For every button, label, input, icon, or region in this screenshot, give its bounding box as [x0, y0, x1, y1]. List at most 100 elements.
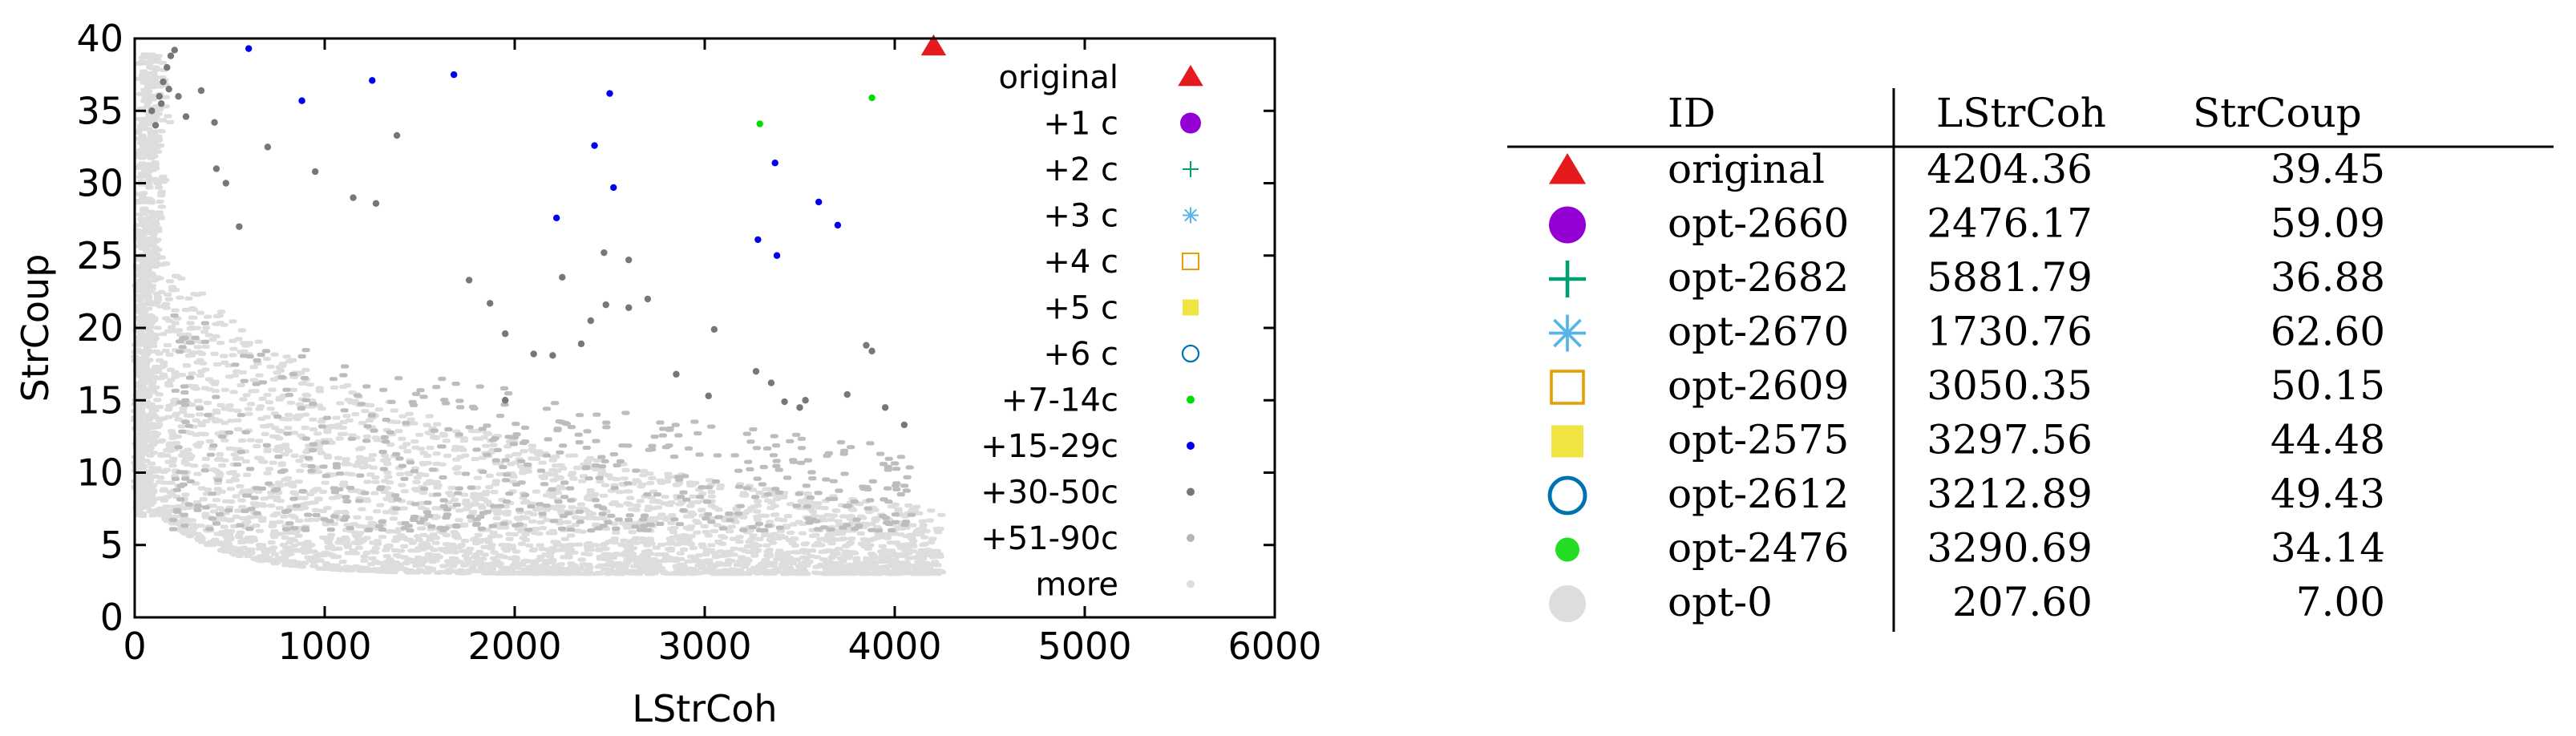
legend-label: +3 c [1043, 198, 1118, 235]
row-strcoup: 49.43 [2271, 471, 2385, 517]
y-tick-label: 35 [76, 89, 123, 132]
data-point [868, 94, 876, 102]
data-point [756, 120, 763, 127]
row-lstrcoh: 4204.36 [1927, 146, 2093, 192]
row-id: original [1668, 146, 1825, 192]
data-point [486, 300, 494, 307]
row-strcoup: 62.60 [2271, 309, 2385, 355]
legend-marker-+15-29c [1187, 442, 1195, 450]
row-lstrcoh: 1730.76 [1927, 309, 2093, 355]
data-point [868, 347, 876, 355]
data-point [602, 301, 609, 309]
data-point [705, 392, 712, 400]
data-point [577, 340, 585, 348]
data-point [152, 122, 160, 129]
row-lstrcoh: 5881.79 [1927, 254, 2093, 301]
data-point [182, 113, 190, 120]
table-row: opt-2660 2476.17 59.09 [1549, 200, 2385, 247]
data-point-original [920, 34, 947, 56]
data-point [530, 350, 537, 358]
legend: original +1 c +2 c +3 c +4 c +5 c +6 c +7-14c +1… [981, 59, 1203, 604]
legend-label: +15-29c [981, 428, 1118, 465]
data-point [587, 317, 594, 325]
table-row: opt-2670 1730.76 62.60 [1549, 309, 2385, 355]
legend-marker-+51-90c [1187, 534, 1195, 542]
legend-marker-original [1178, 65, 1203, 87]
data-point [350, 194, 357, 201]
data-point [501, 397, 509, 404]
row-marker-opt-2660 [1549, 206, 1586, 244]
row-id: opt-2575 [1668, 417, 1849, 463]
legend-label: +30-50c [981, 475, 1118, 512]
results-table: ID LStrCoh StrCoup original 4204.36 39.45 opt-… [1507, 88, 2554, 632]
data-point [465, 277, 473, 284]
legend-marker-+6 c [1181, 344, 1200, 363]
data-point [236, 223, 243, 230]
legend-label: original [998, 59, 1118, 96]
row-id: opt-2476 [1668, 525, 1849, 572]
data-point [197, 87, 205, 95]
data-point [450, 71, 458, 79]
y-tick-label: 30 [76, 162, 123, 205]
data-point [625, 256, 633, 264]
table-header-strcoup: StrCoup [2193, 90, 2362, 136]
row-strcoup: 50.15 [2271, 362, 2385, 409]
y-tick-label: 10 [76, 451, 123, 495]
data-point [369, 77, 376, 84]
x-tick-label: 3000 [657, 625, 751, 668]
row-strcoup: 39.45 [2271, 146, 2385, 192]
row-id: opt-0 [1668, 579, 1773, 625]
legend-marker-+3 c [1183, 207, 1199, 224]
y-axis-label: StrCoup [14, 254, 57, 402]
data-point [311, 168, 319, 176]
row-marker-opt-2476 [1555, 537, 1579, 562]
background-point-cloud [130, 52, 947, 576]
table-row: opt-2682 5881.79 36.88 [1549, 254, 2385, 301]
data-point [625, 304, 633, 311]
row-lstrcoh: 3212.89 [1927, 471, 2093, 517]
row-id: opt-2612 [1668, 471, 1849, 517]
data-point [372, 200, 380, 207]
x-tick-label: 4000 [847, 625, 941, 668]
data-point [175, 93, 182, 100]
x-tick-label: 1000 [277, 625, 371, 668]
data-point [752, 367, 760, 375]
data-point [771, 160, 778, 167]
y-tick-label: 40 [76, 17, 123, 60]
row-strcoup: 34.14 [2271, 525, 2385, 572]
row-id: opt-2670 [1668, 309, 1849, 355]
data-point [802, 397, 809, 404]
table-header-lstrcoh: LStrCoh [1936, 90, 2106, 136]
data-point [834, 221, 842, 229]
table-header-id: ID [1668, 90, 1716, 136]
row-marker-opt-2609 [1550, 370, 1585, 405]
legend-label: more [1035, 567, 1118, 604]
data-point [863, 342, 870, 349]
data-point [501, 330, 509, 338]
data-point [843, 390, 851, 398]
legend-marker-+2 c [1183, 161, 1199, 177]
data-point [644, 295, 652, 303]
legend-label: +6 c [1043, 336, 1118, 373]
point-cloud-more [130, 52, 947, 576]
row-lstrcoh: 3050.35 [1927, 362, 2093, 409]
legend-label: +51-90c [981, 520, 1118, 557]
data-point [393, 131, 401, 140]
data-point [212, 165, 220, 172]
legend-marker-+1 c [1180, 112, 1201, 134]
legend-label: +5 c [1043, 290, 1118, 327]
row-id: opt-2609 [1668, 362, 1849, 409]
row-strcoup: 44.48 [2271, 417, 2385, 463]
data-point [156, 93, 164, 100]
row-id: opt-2682 [1668, 254, 1849, 301]
y-tick-label: 0 [100, 596, 123, 639]
legend-label: +1 c [1043, 106, 1118, 143]
data-points [148, 34, 947, 429]
data-point [710, 326, 718, 334]
table-row: opt-0 207.60 7.00 [1549, 579, 2385, 625]
y-tick-label: 20 [76, 306, 123, 350]
data-point [148, 107, 156, 115]
data-point [781, 398, 788, 406]
data-point [673, 370, 680, 378]
